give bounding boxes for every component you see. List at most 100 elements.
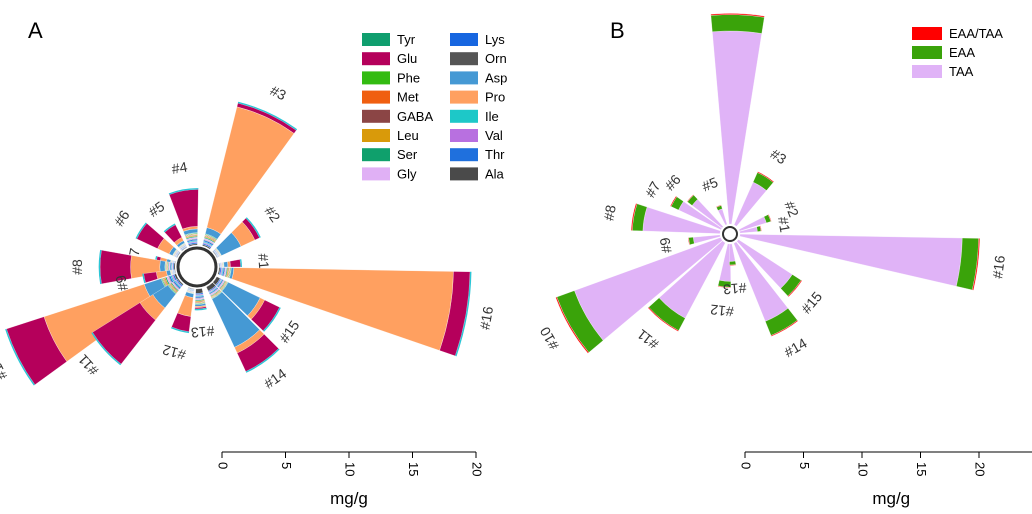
sample-label: #7 bbox=[642, 178, 664, 200]
legend-swatch bbox=[450, 33, 478, 46]
sample-label: #2 bbox=[781, 199, 802, 220]
legend-swatch bbox=[450, 129, 478, 142]
bar-segment-13-taa bbox=[729, 243, 736, 262]
legend-label: EAA bbox=[949, 45, 975, 60]
sample-label: #14 bbox=[781, 335, 809, 361]
bar-edge-16 bbox=[455, 271, 472, 357]
sample-label: #9 bbox=[656, 236, 674, 254]
sample-label: #5 bbox=[700, 174, 721, 195]
sample-label: #4 bbox=[170, 158, 188, 176]
sample-label: #10 bbox=[0, 354, 10, 382]
bar-segment-10-eaa-taa bbox=[555, 296, 590, 354]
axis-tick-label: 20 bbox=[470, 462, 485, 476]
legend-swatch bbox=[362, 148, 390, 162]
bar-edge-12 bbox=[170, 326, 190, 334]
sample-label: #12 bbox=[161, 342, 188, 364]
bar-edge-3 bbox=[237, 101, 298, 131]
sample-label: #13 bbox=[190, 323, 215, 341]
legend-label: EAA/TAA bbox=[949, 26, 1003, 41]
sample-label: #8 bbox=[69, 259, 85, 275]
bar-segment-5-glu bbox=[164, 224, 183, 243]
bar-segment-16-eaa-taa bbox=[972, 238, 980, 291]
bar-edge-4 bbox=[168, 188, 199, 195]
legend-swatch bbox=[912, 65, 942, 78]
bar-segment-8-glu bbox=[99, 249, 132, 285]
axis-tick-label: 5 bbox=[279, 462, 294, 469]
axis-tick-label: 10 bbox=[343, 462, 358, 476]
legend-label: Thr bbox=[485, 147, 505, 162]
bar-edge-10 bbox=[5, 328, 35, 386]
axis-tick-label: 15 bbox=[914, 462, 929, 476]
bar-segment-2-eaa-taa bbox=[767, 214, 772, 222]
legend-swatch bbox=[450, 148, 478, 162]
sample-label: #8 bbox=[600, 204, 618, 222]
bar-edge-8 bbox=[98, 249, 102, 285]
legend-label: Gly bbox=[397, 166, 417, 181]
bar-edge-15 bbox=[263, 307, 281, 332]
sample-label: #1 bbox=[255, 253, 272, 270]
bar-segment-13-eaa-taa bbox=[729, 264, 737, 266]
axis-title: mg/g bbox=[330, 489, 368, 508]
legend-swatch bbox=[362, 33, 390, 46]
bar-segment-8-eaa-taa bbox=[630, 203, 638, 231]
bar-segment-12-eaa-taa bbox=[717, 285, 732, 289]
bar-edge-13 bbox=[194, 307, 207, 311]
bar-segment-13-eaa bbox=[729, 260, 737, 266]
panel-b: B#1#2#3#4#5#6#7#8#9#10#11#12#13#14#15#16… bbox=[536, 13, 1032, 508]
bar-edge-14 bbox=[245, 348, 280, 373]
bar-edge-1 bbox=[239, 259, 242, 267]
axis-tick-label: 5 bbox=[797, 462, 812, 469]
sample-label: #15 bbox=[276, 317, 303, 345]
bar-segment-1-glu bbox=[229, 259, 241, 268]
bar-segment-9-glu bbox=[143, 271, 158, 283]
bar-segment-6-eaa-taa bbox=[686, 194, 694, 203]
center-ring bbox=[176, 246, 218, 288]
bar-edge-5 bbox=[163, 223, 176, 233]
bar-segment-7-eaa-taa bbox=[670, 195, 677, 207]
sample-label: #10 bbox=[536, 324, 562, 352]
sample-label: #6 bbox=[111, 207, 133, 229]
legend-label: Glu bbox=[397, 51, 417, 66]
legend-swatch bbox=[450, 71, 478, 85]
center-ring bbox=[722, 226, 738, 242]
bar-segment-3-eaa-taa bbox=[757, 171, 775, 183]
bar-segment-16-glu bbox=[439, 271, 471, 357]
legend-label: GABA bbox=[397, 109, 433, 124]
axis-title: mg/g bbox=[872, 489, 910, 508]
bar-segment-13-glu bbox=[194, 306, 207, 310]
bar-segment-13-ala bbox=[195, 288, 204, 294]
sample-label: #16 bbox=[989, 254, 1008, 279]
bar-segment-9-eaa-taa bbox=[687, 237, 691, 246]
bar-segment-15-eaa-taa bbox=[787, 280, 803, 297]
sample-label: #9 bbox=[112, 274, 131, 293]
panel-label: B bbox=[610, 18, 625, 43]
bar-segment-12-pro bbox=[177, 295, 194, 317]
bar-segment-1-eaa-taa bbox=[759, 225, 762, 232]
legend-swatch bbox=[362, 90, 390, 104]
sample-label: #15 bbox=[798, 288, 825, 316]
sample-label: #13 bbox=[722, 280, 747, 298]
sample-label: #3 bbox=[768, 145, 790, 167]
legend-label: Leu bbox=[397, 128, 419, 143]
bar-segment-4-glu bbox=[169, 189, 199, 230]
sample-label: #1 bbox=[775, 215, 793, 233]
legend-label: TAA bbox=[949, 64, 974, 79]
bar-edge-11 bbox=[91, 332, 122, 366]
bar-segment-15-glu bbox=[250, 299, 280, 332]
legend-swatch bbox=[450, 109, 478, 123]
legend-label: Ala bbox=[485, 166, 505, 181]
legend-label: Met bbox=[397, 90, 419, 105]
bar-segment-4-eaa bbox=[710, 14, 765, 34]
legend-label: Val bbox=[485, 128, 503, 143]
legend-label: Phe bbox=[397, 70, 420, 85]
legend-swatch bbox=[450, 90, 478, 104]
sample-label: #6 bbox=[661, 171, 683, 193]
legend-swatch bbox=[450, 167, 478, 181]
bar-segment-2-glu bbox=[241, 218, 260, 241]
sample-label: #12 bbox=[709, 302, 734, 320]
legend-swatch bbox=[912, 27, 942, 40]
legend-swatch bbox=[450, 52, 478, 66]
bar-segment-14-eaa-taa bbox=[770, 320, 799, 337]
sample-label: #3 bbox=[268, 82, 289, 103]
